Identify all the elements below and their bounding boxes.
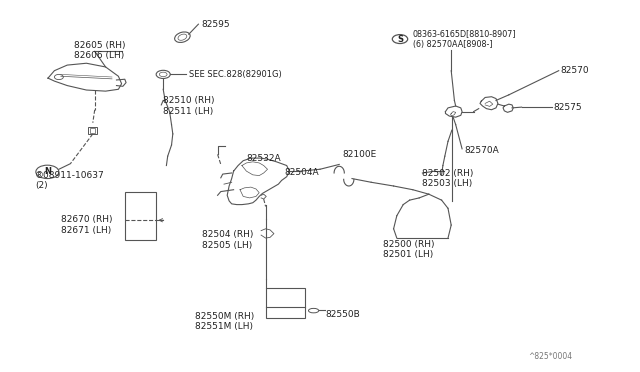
Text: 82504A: 82504A xyxy=(285,169,319,177)
Text: 82550M (RH)
82551M (LH): 82550M (RH) 82551M (LH) xyxy=(195,312,255,331)
Bar xyxy=(88,127,97,134)
Text: S: S xyxy=(397,35,403,44)
Text: 82670 (RH)
82671 (LH): 82670 (RH) 82671 (LH) xyxy=(61,215,112,235)
Text: 82570A: 82570A xyxy=(464,146,499,155)
Text: 82100E: 82100E xyxy=(342,150,377,159)
Text: 82504 (RH)
82505 (LH): 82504 (RH) 82505 (LH) xyxy=(202,230,253,250)
Text: 82510 (RH)
82511 (LH): 82510 (RH) 82511 (LH) xyxy=(163,96,214,116)
Text: ®08911-10637
(2): ®08911-10637 (2) xyxy=(35,171,105,190)
Bar xyxy=(266,288,305,318)
Text: 82605 (RH)
82606 (LH): 82605 (RH) 82606 (LH) xyxy=(74,41,125,60)
Text: 82532A: 82532A xyxy=(246,154,281,163)
Text: 82550B: 82550B xyxy=(325,310,360,319)
Text: N: N xyxy=(44,167,51,176)
Text: 82570: 82570 xyxy=(560,66,589,75)
Text: 08363-6165D[8810-8907]
(6) 82570AA[8908-]: 08363-6165D[8810-8907] (6) 82570AA[8908-… xyxy=(413,29,516,49)
Text: 82575: 82575 xyxy=(554,103,582,112)
Text: ^825*0004: ^825*0004 xyxy=(529,352,573,361)
Text: 82595: 82595 xyxy=(202,20,230,29)
Bar xyxy=(125,192,156,240)
Text: 82502 (RH)
82503 (LH): 82502 (RH) 82503 (LH) xyxy=(422,169,474,188)
Bar xyxy=(90,128,95,133)
Text: 82500 (RH)
82501 (LH): 82500 (RH) 82501 (LH) xyxy=(383,240,434,259)
Text: SEE SEC.828(82901G): SEE SEC.828(82901G) xyxy=(189,70,282,79)
